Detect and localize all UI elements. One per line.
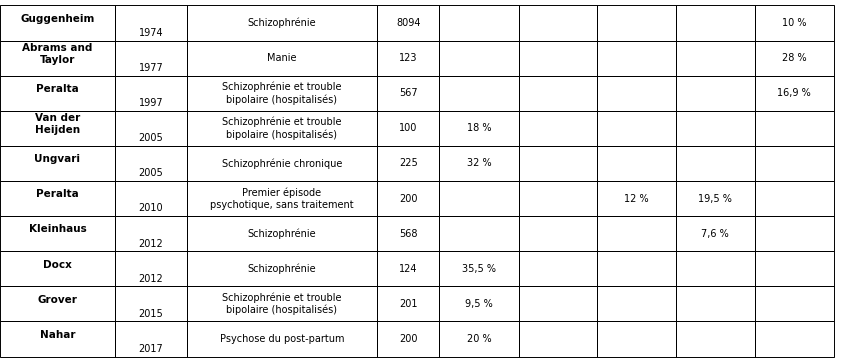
Text: Schizophrénie: Schizophrénie <box>247 228 316 239</box>
Text: Schizophrénie et trouble
bipolaire (hospitalisés): Schizophrénie et trouble bipolaire (hosp… <box>222 82 341 105</box>
Text: Manie: Manie <box>267 53 296 63</box>
Text: 124: 124 <box>398 264 417 274</box>
Text: 2012: 2012 <box>138 239 163 248</box>
Text: Grover: Grover <box>37 295 78 305</box>
Text: 18 %: 18 % <box>467 123 490 133</box>
Text: 567: 567 <box>398 88 417 98</box>
Text: 1977: 1977 <box>138 63 163 73</box>
Text: 123: 123 <box>398 53 417 63</box>
Text: Guggenheim: Guggenheim <box>20 14 95 24</box>
Text: Van der
Heijden: Van der Heijden <box>35 113 80 135</box>
Text: 2012: 2012 <box>138 274 163 283</box>
Text: Nahar: Nahar <box>40 330 75 340</box>
Text: 9,5 %: 9,5 % <box>465 299 492 309</box>
Text: 20 %: 20 % <box>466 334 491 344</box>
Text: Premier épisode
psychotique, sans traitement: Premier épisode psychotique, sans traite… <box>210 188 353 210</box>
Text: Schizophrénie: Schizophrénie <box>247 264 316 274</box>
Text: Abrams and
Taylor: Abrams and Taylor <box>22 43 93 65</box>
Text: 2017: 2017 <box>138 344 163 354</box>
Text: 225: 225 <box>398 159 417 168</box>
Text: 100: 100 <box>398 123 417 133</box>
Text: Docx: Docx <box>43 260 72 270</box>
Text: Peralta: Peralta <box>36 189 78 199</box>
Text: Peralta: Peralta <box>36 84 78 94</box>
Text: Schizophrénie: Schizophrénie <box>247 18 316 28</box>
Text: 200: 200 <box>398 194 417 203</box>
Text: Schizophrénie et trouble
bipolaire (hospitalisés): Schizophrénie et trouble bipolaire (hosp… <box>222 117 341 140</box>
Text: 201: 201 <box>398 299 417 309</box>
Text: 568: 568 <box>398 229 417 239</box>
Text: 8094: 8094 <box>396 18 419 28</box>
Text: Psychose du post-partum: Psychose du post-partum <box>219 334 344 344</box>
Text: Schizophrénie et trouble
bipolaire (hospitalisés): Schizophrénie et trouble bipolaire (hosp… <box>222 292 341 315</box>
Text: 35,5 %: 35,5 % <box>462 264 495 274</box>
Text: 1974: 1974 <box>138 28 163 38</box>
Text: 10 %: 10 % <box>782 18 805 28</box>
Text: 28 %: 28 % <box>781 53 806 63</box>
Text: 19,5 %: 19,5 % <box>697 194 732 203</box>
Text: 200: 200 <box>398 334 417 344</box>
Text: 2005: 2005 <box>138 168 163 178</box>
Text: 32 %: 32 % <box>466 159 491 168</box>
Text: 7,6 %: 7,6 % <box>701 229 728 239</box>
Text: 2010: 2010 <box>138 203 163 213</box>
Text: Kleinhaus: Kleinhaus <box>29 224 86 235</box>
Text: Schizophrénie chronique: Schizophrénie chronique <box>221 158 342 169</box>
Text: 2015: 2015 <box>138 309 163 319</box>
Text: 12 %: 12 % <box>624 194 648 203</box>
Text: 16,9 %: 16,9 % <box>776 88 810 98</box>
Text: 1997: 1997 <box>138 98 163 108</box>
Text: Ungvari: Ungvari <box>35 154 80 164</box>
Text: 2005: 2005 <box>138 133 163 143</box>
